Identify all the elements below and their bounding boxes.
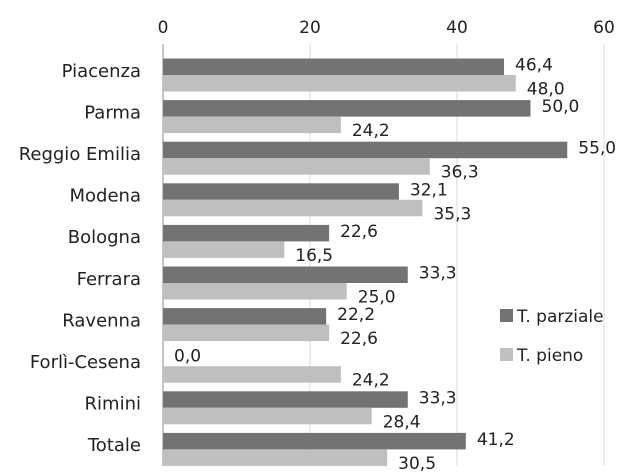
data-label-parziale: 0,0 bbox=[174, 347, 201, 367]
bar-parziale bbox=[163, 141, 568, 159]
bar-pieno bbox=[163, 407, 372, 425]
bar-pieno bbox=[163, 241, 285, 258]
bar-pieno bbox=[163, 199, 423, 217]
bar-pieno bbox=[163, 324, 330, 342]
bar-pieno bbox=[163, 283, 347, 300]
data-label-parziale: 22,2 bbox=[337, 305, 375, 325]
legend-label-parziale: T. parziale bbox=[516, 307, 604, 327]
bar-pieno bbox=[163, 449, 388, 466]
bar-parziale bbox=[163, 224, 330, 242]
legend-swatch-parziale bbox=[500, 309, 513, 322]
data-label-parziale: 22,6 bbox=[340, 222, 378, 242]
data-label-parziale: 41,2 bbox=[477, 430, 515, 450]
x-tick-label-40: 40 bbox=[446, 18, 468, 38]
bar-parziale bbox=[163, 391, 408, 408]
data-label-parziale: 33,3 bbox=[419, 388, 457, 408]
data-label-pieno: 48,0 bbox=[527, 80, 565, 100]
legend: T. parziale T. pieno bbox=[500, 307, 604, 366]
x-tick-label-0: 0 bbox=[158, 18, 169, 38]
data-label-parziale: 55,0 bbox=[578, 139, 616, 159]
data-labels: 46,4 48,050,0 24,2 55,0 36,332,1 35,3 22,6 16,5… bbox=[174, 56, 616, 472]
data-label-pieno: 25,0 bbox=[358, 288, 396, 308]
data-label-parziale: 32,1 bbox=[410, 180, 448, 200]
category-label: Parma bbox=[84, 102, 141, 123]
bar-pieno bbox=[163, 75, 516, 92]
bar-parziale bbox=[163, 266, 408, 283]
bar-pieno bbox=[163, 116, 341, 134]
bar-pieno bbox=[163, 158, 430, 175]
bars bbox=[163, 58, 568, 466]
category-label: Reggio Emilia bbox=[19, 144, 141, 165]
legend-label-pieno: T. pieno bbox=[516, 346, 583, 366]
category-label: Bologna bbox=[68, 227, 141, 248]
bar-parziale bbox=[163, 308, 327, 325]
legend-swatch-pieno bbox=[500, 348, 513, 361]
category-labels: Piacenza Parma Reggio Emilia Modena Bologna F… bbox=[19, 61, 141, 456]
data-label-pieno: 30,5 bbox=[398, 454, 436, 472]
data-label-pieno: 35,3 bbox=[433, 204, 471, 224]
x-tick-label-60: 60 bbox=[593, 18, 615, 38]
data-label-parziale: 46,4 bbox=[515, 56, 553, 76]
data-label-parziale: 33,3 bbox=[419, 264, 457, 284]
category-label: Rimini bbox=[85, 394, 141, 415]
category-label: Modena bbox=[70, 186, 141, 207]
bar-pieno bbox=[163, 366, 341, 383]
data-label-pieno: 28,4 bbox=[383, 412, 421, 432]
data-label-pieno: 22,6 bbox=[340, 329, 378, 349]
category-label: Piacenza bbox=[62, 61, 141, 82]
category-label: Ferrara bbox=[77, 269, 141, 290]
data-label-pieno: 24,2 bbox=[352, 371, 390, 391]
data-label-parziale: 50,0 bbox=[542, 97, 580, 117]
bar-parziale bbox=[163, 432, 466, 450]
category-label: Totale bbox=[87, 435, 141, 456]
x-tick-label-20: 20 bbox=[299, 18, 321, 38]
data-label-pieno: 36,3 bbox=[441, 163, 479, 183]
bar-parziale bbox=[163, 58, 505, 75]
data-label-pieno: 24,2 bbox=[352, 121, 390, 141]
category-label: Forlì-Cesena bbox=[30, 352, 141, 373]
bar-parziale bbox=[163, 100, 531, 117]
bar-parziale bbox=[163, 183, 399, 200]
x-axis-ticks: 0 20 40 60 bbox=[158, 18, 615, 38]
category-label: Ravenna bbox=[62, 310, 141, 331]
data-label-pieno: 16,5 bbox=[295, 246, 333, 266]
